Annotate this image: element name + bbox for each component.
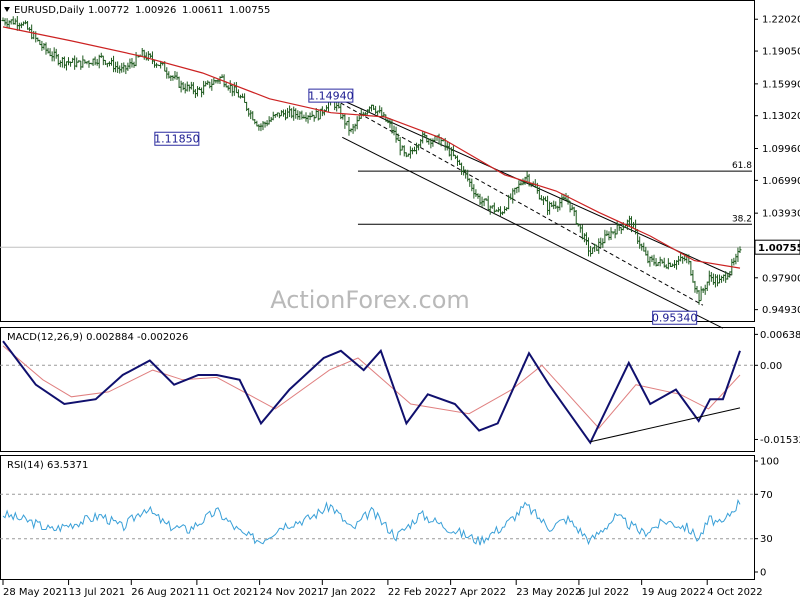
price-tick-label: 0.97900 — [762, 273, 800, 284]
price-layer: 61.8 38.2 1.11850 1.14940 0.95340 — [0, 16, 754, 329]
macd-pane-frame — [0, 327, 755, 452]
moving-average-line — [2, 26, 741, 269]
price-callout-text: 0.95340 — [652, 312, 698, 325]
macd-axis: 0.006389 0.00 -0.015324 — [754, 330, 800, 446]
symbol-label: EURUSD,Daily — [14, 5, 85, 16]
price-tick-label: 1.13020 — [762, 111, 800, 122]
channel-mid-line — [340, 102, 704, 306]
watermark: ActionForex.com — [270, 286, 470, 314]
time-tick-label: 11 Oct 2021 — [197, 587, 259, 598]
rsi-layer — [0, 493, 754, 546]
price-tick-label: 1.03930 — [762, 209, 800, 220]
time-tick-label: 24 Nov 2021 — [260, 587, 324, 598]
macd-tick-label: -0.015324 — [760, 435, 800, 446]
macd-tick-label: 0.006389 — [760, 330, 800, 341]
channel-line — [342, 136, 724, 329]
time-tick-label: 7 Jan 2022 — [322, 587, 376, 598]
price-callout-text: 1.11850 — [154, 133, 200, 146]
rsi-title: RSI(14) 63.5371 — [7, 460, 88, 471]
macd-tick-label: 0.00 — [760, 361, 782, 372]
price-tick-label: 1.09960 — [762, 144, 800, 155]
header-open: 1.00772 — [88, 5, 129, 16]
triangle-down-icon — [4, 7, 10, 12]
time-tick-label: 4 Oct 2022 — [707, 587, 762, 598]
fib-level-label: 61.8 — [732, 161, 752, 171]
time-tick-label: 7 Apr 2022 — [451, 587, 506, 598]
fib-level-label: 38.2 — [732, 214, 752, 224]
time-tick-label: 13 Jul 2021 — [69, 587, 126, 598]
price-pane-frame — [0, 0, 755, 322]
rsi-tick-label: 0 — [760, 568, 766, 579]
rsi-tick-label: 100 — [760, 457, 779, 468]
ohlc-bar — [738, 246, 742, 253]
rsi-axis: 100 70 30 0 — [754, 457, 779, 579]
price-header: EURUSD,Daily 1.00772 1.00926 1.00611 1.0… — [4, 5, 270, 16]
rsi-tick-label: 70 — [760, 490, 773, 501]
macd-layer — [0, 340, 754, 445]
price-callout-text: 1.14940 — [308, 90, 354, 103]
macd-title: MACD(12,26,9) 0.002884 -0.002026 — [7, 332, 188, 343]
macd-signal-line — [2, 345, 741, 429]
price-callout-box — [308, 88, 354, 103]
time-tick-label: 28 May 2021 — [3, 587, 68, 598]
header-low: 1.00611 — [182, 5, 223, 16]
price-callout-box — [154, 131, 200, 146]
price-callout-box — [652, 310, 698, 325]
price-tick-label: 1.19050 — [762, 47, 800, 58]
price-tick-label: 1.15990 — [762, 79, 800, 90]
rsi-tick-label: 30 — [760, 534, 773, 545]
time-tick-label: 26 Aug 2021 — [131, 587, 195, 598]
price-tick-label: 1.22020 — [762, 15, 800, 26]
last-price-box — [754, 239, 800, 255]
price-tick-label: 1.06990 — [762, 176, 800, 187]
price-tick-label: 0.94930 — [762, 305, 800, 316]
time-tick-label: 22 Feb 2022 — [388, 587, 450, 598]
rsi-pane-frame — [0, 455, 755, 580]
time-tick-label: 19 Aug 2022 — [642, 587, 706, 598]
price-axis: 1.22020 1.19050 1.15990 1.13020 1.09960 1.069… — [754, 15, 800, 316]
last-price-label: 1.00755 — [758, 243, 800, 254]
time-axis: 28 May 2021 13 Jul 2021 26 Aug 2021 11 Oct … — [2, 580, 763, 598]
macd-trendline — [590, 407, 741, 443]
rsi-line — [2, 498, 741, 546]
macd-line — [2, 340, 741, 445]
header-high: 1.00926 — [135, 5, 176, 16]
time-tick-label: 23 May 2022 — [516, 587, 581, 598]
header-close: 1.00755 — [229, 5, 270, 16]
time-tick-label: 6 Jul 2022 — [579, 587, 629, 598]
